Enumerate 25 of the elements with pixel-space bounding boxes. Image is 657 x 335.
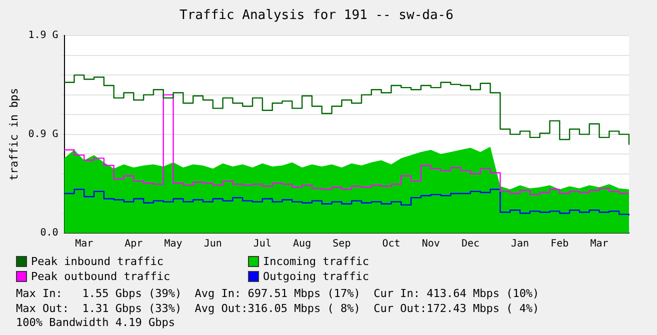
- y-axis-title: traffic in bps: [7, 88, 20, 181]
- legend-label: Peak inbound traffic: [31, 255, 164, 268]
- x-tick-label: May: [164, 238, 182, 250]
- y-tick-label: 1.9 G: [28, 30, 58, 42]
- x-tick-label: Mar: [590, 238, 608, 250]
- y-tick-label: 0.0: [40, 228, 58, 239]
- legend-label: Peak outbound traffic: [31, 270, 170, 283]
- legend-label: Outgoing traffic: [263, 270, 369, 283]
- x-tick-label: Nov: [422, 238, 440, 250]
- text: Max Out: 1.31 Gbps (33%) Avg Out:316.05 Mbps ( 8%) Cur Out:172.43 Mbps ( 4%): [16, 302, 540, 316]
- legend-label: Incoming traffic: [263, 255, 369, 268]
- x-tick-label: Sep: [332, 238, 351, 250]
- text: Max In: 1.55 Gbps (39%) Avg In: 697.51 Mbps (17%) Cur In: 413.64 Mbps (10%): [16, 287, 540, 302]
- y-tick-label: 0.9 G: [28, 128, 58, 140]
- x-tick-label: Jan: [510, 238, 530, 250]
- x-tick-label: Jul: [253, 238, 272, 250]
- x-tick-label: Dec: [461, 238, 480, 250]
- x-tick-label: Aug: [293, 238, 312, 250]
- x-tick-label: Jun: [204, 238, 222, 250]
- x-tick-label: Mar: [75, 238, 94, 250]
- text: 100% Bandwidth 4.19 Gbps: [16, 316, 176, 330]
- x-tick-label: Feb: [550, 238, 569, 250]
- chart-title: Traffic Analysis for 191 -- sw-da-6: [180, 8, 454, 24]
- x-tick-label: Apr: [124, 238, 143, 250]
- x-tick-label: Oct: [382, 238, 400, 250]
